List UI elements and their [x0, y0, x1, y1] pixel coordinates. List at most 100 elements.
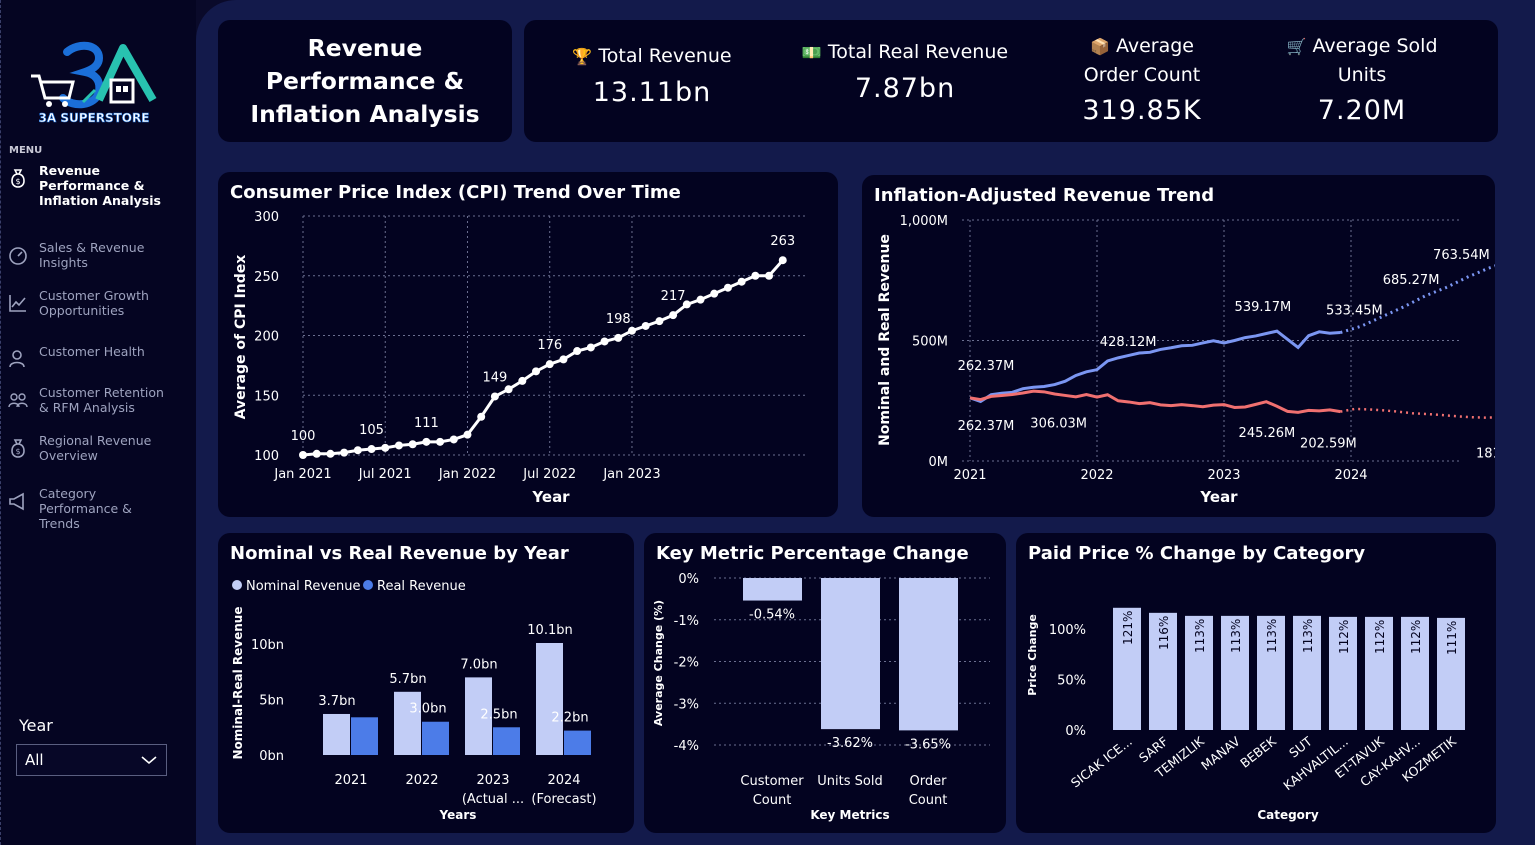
- kpi-total-real-revenue: 💵 Total Real Revenue 7.87bn: [790, 38, 1020, 104]
- kpi-label: Total Real Revenue: [827, 41, 1009, 63]
- nominal-bar: [465, 677, 492, 755]
- category-bar: [1293, 615, 1321, 730]
- kpi-card: 🏆 Total Revenue 13.11bn 💵 Total Real Rev…: [524, 20, 1498, 142]
- nominal-bar: [394, 691, 421, 755]
- header-title-card: Revenue Performance & Inflation Analysis: [218, 20, 512, 142]
- data-label: 100: [291, 429, 316, 444]
- y-tick-label: 100: [254, 449, 279, 464]
- category-bar: [1185, 615, 1213, 730]
- user-health-icon: [9, 350, 25, 368]
- data-label: -3.65%: [905, 737, 951, 752]
- legend-swatch-nominal: [232, 580, 242, 590]
- data-label: 533.45M: [1326, 304, 1383, 319]
- year-filter-dropdown[interactable]: All: [16, 744, 167, 776]
- category-bar: [1437, 617, 1465, 730]
- cpi-point: [765, 271, 774, 280]
- kpi-average-order-count: 📦 Average Order Count 319.85K: [1044, 32, 1240, 126]
- cpi-point: [669, 311, 678, 320]
- sidebar-item-customer-growth[interactable]: Customer Growth Opportunities: [7, 288, 192, 318]
- main-panel: Revenue Performance & Inflation Analysis…: [196, 0, 1535, 845]
- cpi-point: [627, 326, 636, 335]
- metric-bar: [743, 578, 802, 601]
- kpi-average-sold-units: 🛒 Average Sold Units 7.20M: [1264, 32, 1460, 126]
- cpi-point: [367, 445, 376, 454]
- cpi-point: [573, 347, 582, 356]
- x-tick-label: 2021: [953, 468, 986, 483]
- y-tick-label: 500M: [912, 335, 948, 350]
- data-label: 3.7bn: [318, 694, 355, 709]
- cpi-point: [614, 333, 623, 342]
- key-metric-bar-chart: 0% -1% -2% -3% -4% Average Change (%) -0.54% Cu…: [652, 572, 990, 822]
- x-tick-label: 2021: [334, 773, 367, 788]
- metric-bar: [899, 578, 958, 731]
- cpi-point: [586, 343, 595, 352]
- sidebar-item-label: Revenue Performance & Inflation Analysis: [39, 163, 161, 208]
- y-tick-label: 250: [254, 270, 279, 285]
- sidebar-item-sales-revenue[interactable]: Sales & Revenue Insights: [7, 240, 192, 270]
- kpi-value: 7.87bn: [854, 73, 956, 104]
- sidebar-item-label: Sales & Revenue Insights: [39, 240, 145, 270]
- sidebar-item-label: Customer Growth Opportunities: [39, 288, 149, 318]
- y-axis-label: Average Change (%): [652, 600, 665, 726]
- x-tick-label: Jul 2021: [358, 467, 412, 482]
- category-bar: [1113, 607, 1141, 730]
- real-bar: [351, 717, 378, 755]
- legend-label-real: Real Revenue: [377, 579, 466, 594]
- sidebar-item-customer-health[interactable]: Customer Health: [7, 344, 192, 370]
- data-label: 2.2bn: [551, 711, 588, 726]
- nominal-real-bar-chart: Nominal Revenue Real Revenue 0bn 5bn 10bn Nom…: [231, 579, 597, 822]
- x-tick-label: Order Count: [909, 774, 948, 808]
- cpi-point: [353, 446, 362, 455]
- cpi-point: [436, 437, 445, 446]
- logo-3a-superstore: 3A SUPERSTORE: [31, 41, 157, 125]
- data-label: 262.37M: [958, 359, 1015, 374]
- y-axis-label: Price Change: [1026, 614, 1039, 696]
- sidebar-item-revenue-performance[interactable]: $ Revenue Performance & Inflation Analys…: [7, 163, 192, 208]
- cpi-point: [600, 337, 609, 346]
- cpi-chart-card: Consumer Price Index (CPI) Trend Over Ti…: [218, 172, 838, 517]
- data-label: 149: [482, 370, 507, 385]
- data-label: 306.03M: [1030, 416, 1087, 431]
- kpi-value: 7.20M: [1317, 95, 1407, 126]
- nominal-forecast-line: [1339, 264, 1495, 334]
- category-bar: [1365, 616, 1393, 730]
- data-label: 763.54M: [1433, 248, 1490, 263]
- box-icon: 📦: [1090, 37, 1110, 56]
- x-axis-label: Year: [1199, 488, 1238, 506]
- paid-price-bar-chart: 0% 50% 100% Price Change 121% SICAK ICE... 116…: [1026, 607, 1465, 822]
- cpi-point: [696, 295, 705, 304]
- x-tick-label: MANAV: [1198, 733, 1243, 773]
- sidebar-item-category-performance[interactable]: Category Performance & Trends: [7, 486, 192, 531]
- data-label: 198: [606, 312, 631, 327]
- chevron-down-icon: [141, 756, 157, 765]
- y-tick-label: 0bn: [259, 749, 284, 764]
- data-label: 262.37M: [958, 419, 1015, 434]
- nominal-bar: [323, 713, 350, 755]
- real-revenue-line: [969, 389, 1341, 414]
- cpi-point: [710, 289, 719, 298]
- x-tick-label: 2023 (Actual ...: [462, 773, 524, 807]
- data-label: 111%: [1445, 621, 1459, 655]
- chart-title: Key Metric Percentage Change: [656, 543, 969, 564]
- data-label: 121%: [1121, 611, 1135, 645]
- sidebar-item-label: Category Performance & Trends: [39, 486, 132, 531]
- x-tick-label: Jan 2023: [602, 467, 660, 482]
- logo-text: 3A SUPERSTORE: [39, 111, 150, 125]
- y-tick-label: -3%: [674, 697, 699, 712]
- data-label: 111: [414, 416, 439, 431]
- cpi-point: [682, 300, 691, 309]
- category-bar: [1401, 616, 1429, 730]
- cpi-point: [751, 271, 760, 280]
- data-label: 113%: [1265, 619, 1279, 653]
- real-bar: [422, 721, 449, 755]
- x-tick-label: 2022: [1080, 468, 1113, 483]
- cpi-point: [326, 449, 335, 458]
- x-tick-label: 2022: [405, 773, 438, 788]
- x-tick-label: SICAK ICE...: [1068, 734, 1135, 791]
- kpi-value: 13.11bn: [592, 77, 712, 108]
- cpi-line-chart: 100 150 200 250 300 Jan 2021 Jul 2021 Jan 2022 J…: [233, 210, 808, 506]
- x-tick-label: 2024: [1334, 468, 1367, 483]
- sidebar-item-customer-retention[interactable]: Customer Retention & RFM Analysis: [7, 385, 192, 415]
- sidebar-item-regional-revenue[interactable]: $ Regional Revenue Overview: [7, 433, 192, 463]
- x-axis-label: Year: [531, 488, 570, 506]
